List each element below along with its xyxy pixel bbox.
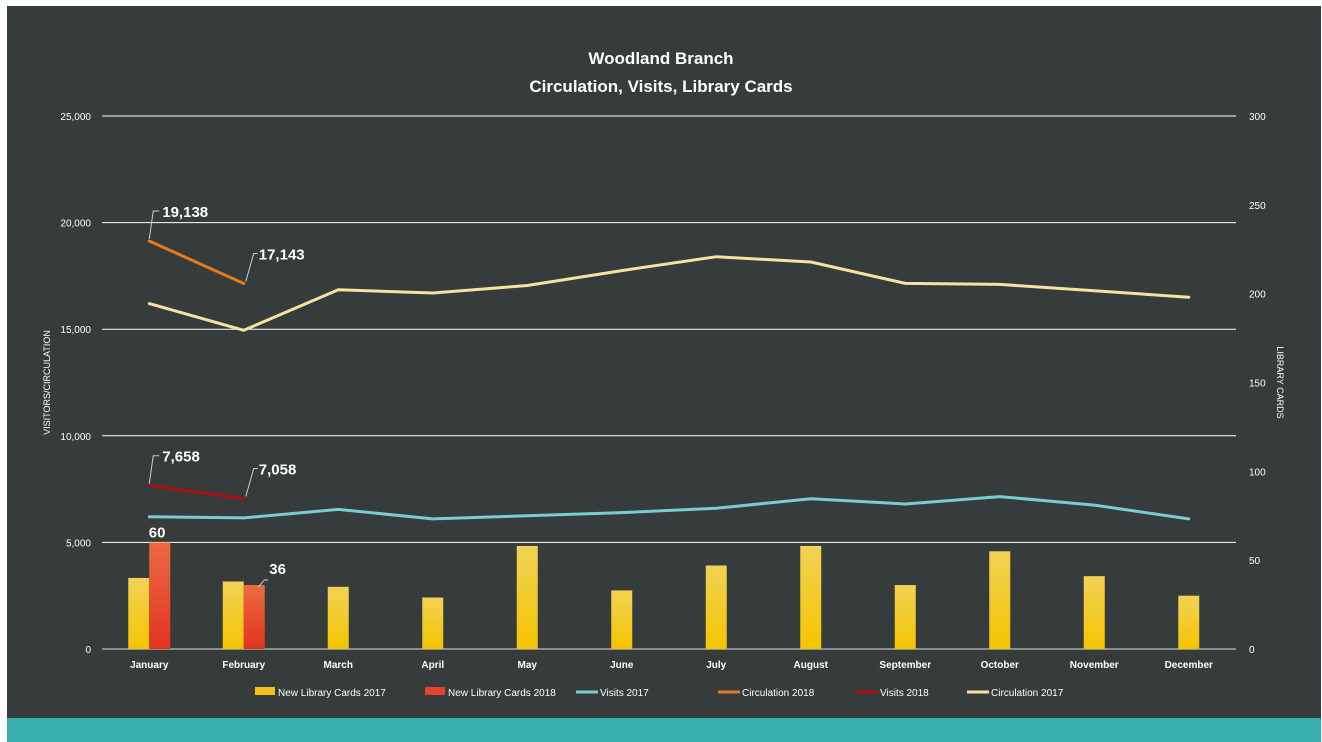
- bar: [894, 585, 916, 649]
- right-tick-label: 50: [1249, 556, 1261, 567]
- category-label: September: [879, 660, 931, 671]
- left-tick-label: 15,000: [60, 325, 91, 336]
- category-label: March: [324, 660, 353, 671]
- category-label: February: [222, 660, 265, 671]
- series-line: [147, 255, 1191, 332]
- category-label: August: [794, 660, 829, 671]
- left-axis-title: VISITORS/CIRCULATION: [42, 330, 52, 435]
- category-label: May: [518, 660, 538, 671]
- right-tick-label: 150: [1249, 379, 1266, 390]
- bar: [128, 577, 150, 649]
- category-label: December: [1165, 660, 1213, 671]
- right-axis-title: LIBRARY CARDS: [1275, 346, 1285, 418]
- right-tick-label: 250: [1249, 201, 1266, 212]
- right-tick-label: 100: [1249, 467, 1266, 478]
- right-tick-label: 0: [1249, 645, 1255, 656]
- left-tick-label: 5,000: [66, 538, 91, 549]
- legend-label: Circulation 2017: [991, 688, 1064, 699]
- bar: [705, 565, 727, 649]
- leader-line: [148, 455, 160, 484]
- legend-label: New Library Cards 2017: [278, 688, 386, 699]
- leader-line: [148, 210, 160, 240]
- leader-line: [257, 579, 269, 588]
- bars: [128, 542, 1200, 649]
- data-label: 36: [269, 561, 286, 578]
- bar: [800, 545, 822, 649]
- bar: [516, 545, 538, 649]
- bar: [327, 586, 349, 649]
- bar: [422, 597, 444, 649]
- bar: [989, 551, 1011, 649]
- bottom-accent-band: [7, 718, 1321, 742]
- legend: New Library Cards 2017 New Library Cards …: [255, 687, 1064, 699]
- data-label: 19,138: [162, 204, 208, 221]
- bar: [1083, 576, 1105, 649]
- category-label: July: [706, 660, 726, 671]
- data-label: 7,058: [259, 462, 297, 479]
- data-label: 7,658: [162, 449, 200, 466]
- category-label: June: [610, 660, 634, 671]
- left-tick-label: 20,000: [60, 219, 91, 230]
- bar: [222, 581, 244, 649]
- gridlines: [102, 115, 1236, 650]
- right-tick-label: 200: [1249, 290, 1266, 301]
- chart-subtitle: Circulation, Visits, Library Cards: [529, 77, 792, 96]
- chart-title: Woodland Branch: [588, 49, 733, 68]
- category-label: November: [1070, 660, 1119, 671]
- legend-label: New Library Cards 2018: [448, 688, 556, 699]
- category-label: October: [981, 660, 1019, 671]
- category-label: April: [421, 660, 444, 671]
- data-labels: 19,138 17,143 7,658 7,058 60 36: [148, 204, 305, 588]
- leader-line: [245, 468, 258, 497]
- bar: [243, 585, 265, 649]
- legend-swatch: [425, 687, 445, 695]
- legend-label: Circulation 2018: [742, 688, 815, 699]
- legend-label: Visits 2018: [880, 688, 929, 699]
- series-line: [147, 495, 1191, 521]
- bar: [611, 590, 633, 649]
- left-tick-label: 0: [85, 645, 91, 656]
- bar: [149, 542, 171, 649]
- data-label: 60: [149, 524, 166, 541]
- leader-line: [245, 253, 258, 282]
- axes: 0 5,000 10,000 15,000 20,000 25,000 0 50 100 150 2…: [42, 112, 1285, 671]
- left-tick-label: 25,000: [60, 112, 91, 123]
- legend-swatch: [255, 687, 275, 695]
- bar: [1178, 595, 1200, 649]
- data-label: 17,143: [259, 247, 305, 264]
- legend-label: Visits 2017: [600, 688, 649, 699]
- lines: [147, 239, 1191, 521]
- series-line: [147, 239, 246, 285]
- right-tick-label: 300: [1249, 112, 1266, 123]
- left-tick-label: 10,000: [60, 432, 91, 443]
- category-label: January: [130, 660, 169, 671]
- series-line: [147, 484, 246, 500]
